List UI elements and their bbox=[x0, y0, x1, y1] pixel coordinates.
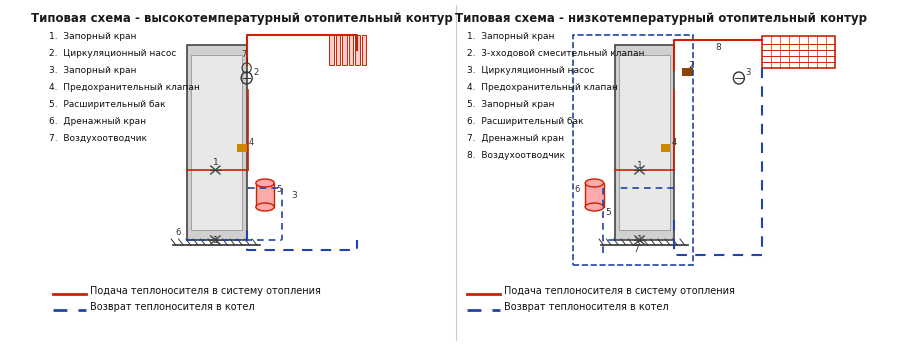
Bar bbox=[585, 183, 604, 207]
Text: Возврат теплоносителя в котел: Возврат теплоносителя в котел bbox=[90, 302, 255, 312]
Text: 5: 5 bbox=[606, 208, 611, 217]
Text: 2: 2 bbox=[253, 68, 258, 77]
Text: 3: 3 bbox=[291, 191, 297, 200]
Text: 2.  3-хходовой смесительный клапан: 2. 3-хходовой смесительный клапан bbox=[467, 49, 645, 58]
Text: 6.  Дренажный кран: 6. Дренажный кран bbox=[49, 117, 146, 126]
Text: 7: 7 bbox=[241, 50, 247, 59]
Bar bbox=[342, 35, 346, 65]
Text: 1: 1 bbox=[636, 235, 643, 244]
Bar bbox=[615, 45, 674, 240]
Bar bbox=[238, 144, 247, 152]
Text: Типовая схема - низкотемпературный отопительный контур: Типовая схема - низкотемпературный отопи… bbox=[454, 12, 867, 25]
Text: 4.  Предохранительный клапан: 4. Предохранительный клапан bbox=[49, 83, 200, 92]
Text: 2: 2 bbox=[688, 61, 694, 70]
Bar bbox=[349, 35, 354, 65]
Bar bbox=[329, 35, 334, 65]
Text: 1: 1 bbox=[212, 236, 218, 245]
Text: 7.  Воздухоотводчик: 7. Воздухоотводчик bbox=[49, 134, 147, 143]
Bar bbox=[619, 55, 670, 230]
Text: 5: 5 bbox=[276, 185, 282, 194]
Text: Типовая схема - высокотемпературный отопительный контур: Типовая схема - высокотемпературный отоп… bbox=[32, 12, 453, 25]
Bar bbox=[192, 55, 242, 230]
Text: 6.  Расширительный бак: 6. Расширительный бак bbox=[467, 117, 584, 126]
Bar bbox=[356, 35, 360, 65]
Ellipse shape bbox=[256, 203, 274, 211]
Text: 2.  Циркуляционный насос: 2. Циркуляционный насос bbox=[49, 49, 176, 58]
Text: 1.  Запорный кран: 1. Запорный кран bbox=[49, 32, 137, 41]
Text: 6: 6 bbox=[574, 185, 580, 194]
Bar bbox=[336, 35, 340, 65]
Text: 3.  Циркуляционный насос: 3. Циркуляционный насос bbox=[467, 66, 595, 75]
Bar bbox=[661, 144, 670, 152]
Ellipse shape bbox=[256, 179, 274, 187]
Text: Возврат теплоносителя в котел: Возврат теплоносителя в котел bbox=[504, 302, 669, 312]
Text: 8: 8 bbox=[716, 43, 722, 52]
Text: 5.  Расширительный бак: 5. Расширительный бак bbox=[49, 100, 166, 109]
Bar bbox=[362, 35, 366, 65]
Bar bbox=[187, 45, 247, 240]
Bar bbox=[256, 183, 274, 207]
Bar bbox=[762, 36, 835, 68]
Text: 7.  Дренажный кран: 7. Дренажный кран bbox=[467, 134, 564, 143]
Text: 5.  Запорный кран: 5. Запорный кран bbox=[467, 100, 555, 109]
Text: 4: 4 bbox=[248, 138, 254, 147]
Ellipse shape bbox=[585, 179, 604, 187]
Text: Подача теплоносителя в систему отопления: Подача теплоносителя в систему отопления bbox=[90, 286, 321, 296]
Text: 7: 7 bbox=[633, 245, 639, 254]
Text: Подача теплоносителя в систему отопления: Подача теплоносителя в систему отопления bbox=[504, 286, 735, 296]
Ellipse shape bbox=[585, 203, 604, 211]
Bar bbox=[573, 35, 693, 265]
Text: 1: 1 bbox=[212, 158, 218, 167]
Bar bbox=[682, 68, 693, 76]
Text: 6: 6 bbox=[176, 228, 181, 237]
Text: 1: 1 bbox=[636, 161, 643, 170]
Text: 4: 4 bbox=[671, 138, 677, 147]
Text: 3: 3 bbox=[745, 68, 751, 77]
Text: 3.  Запорный кран: 3. Запорный кран bbox=[49, 66, 137, 75]
Text: 8.  Воздухоотводчик: 8. Воздухоотводчик bbox=[467, 151, 565, 160]
Text: 1.  Запорный кран: 1. Запорный кран bbox=[467, 32, 555, 41]
Text: 4.  Предохранительный клапан: 4. Предохранительный клапан bbox=[467, 83, 618, 92]
